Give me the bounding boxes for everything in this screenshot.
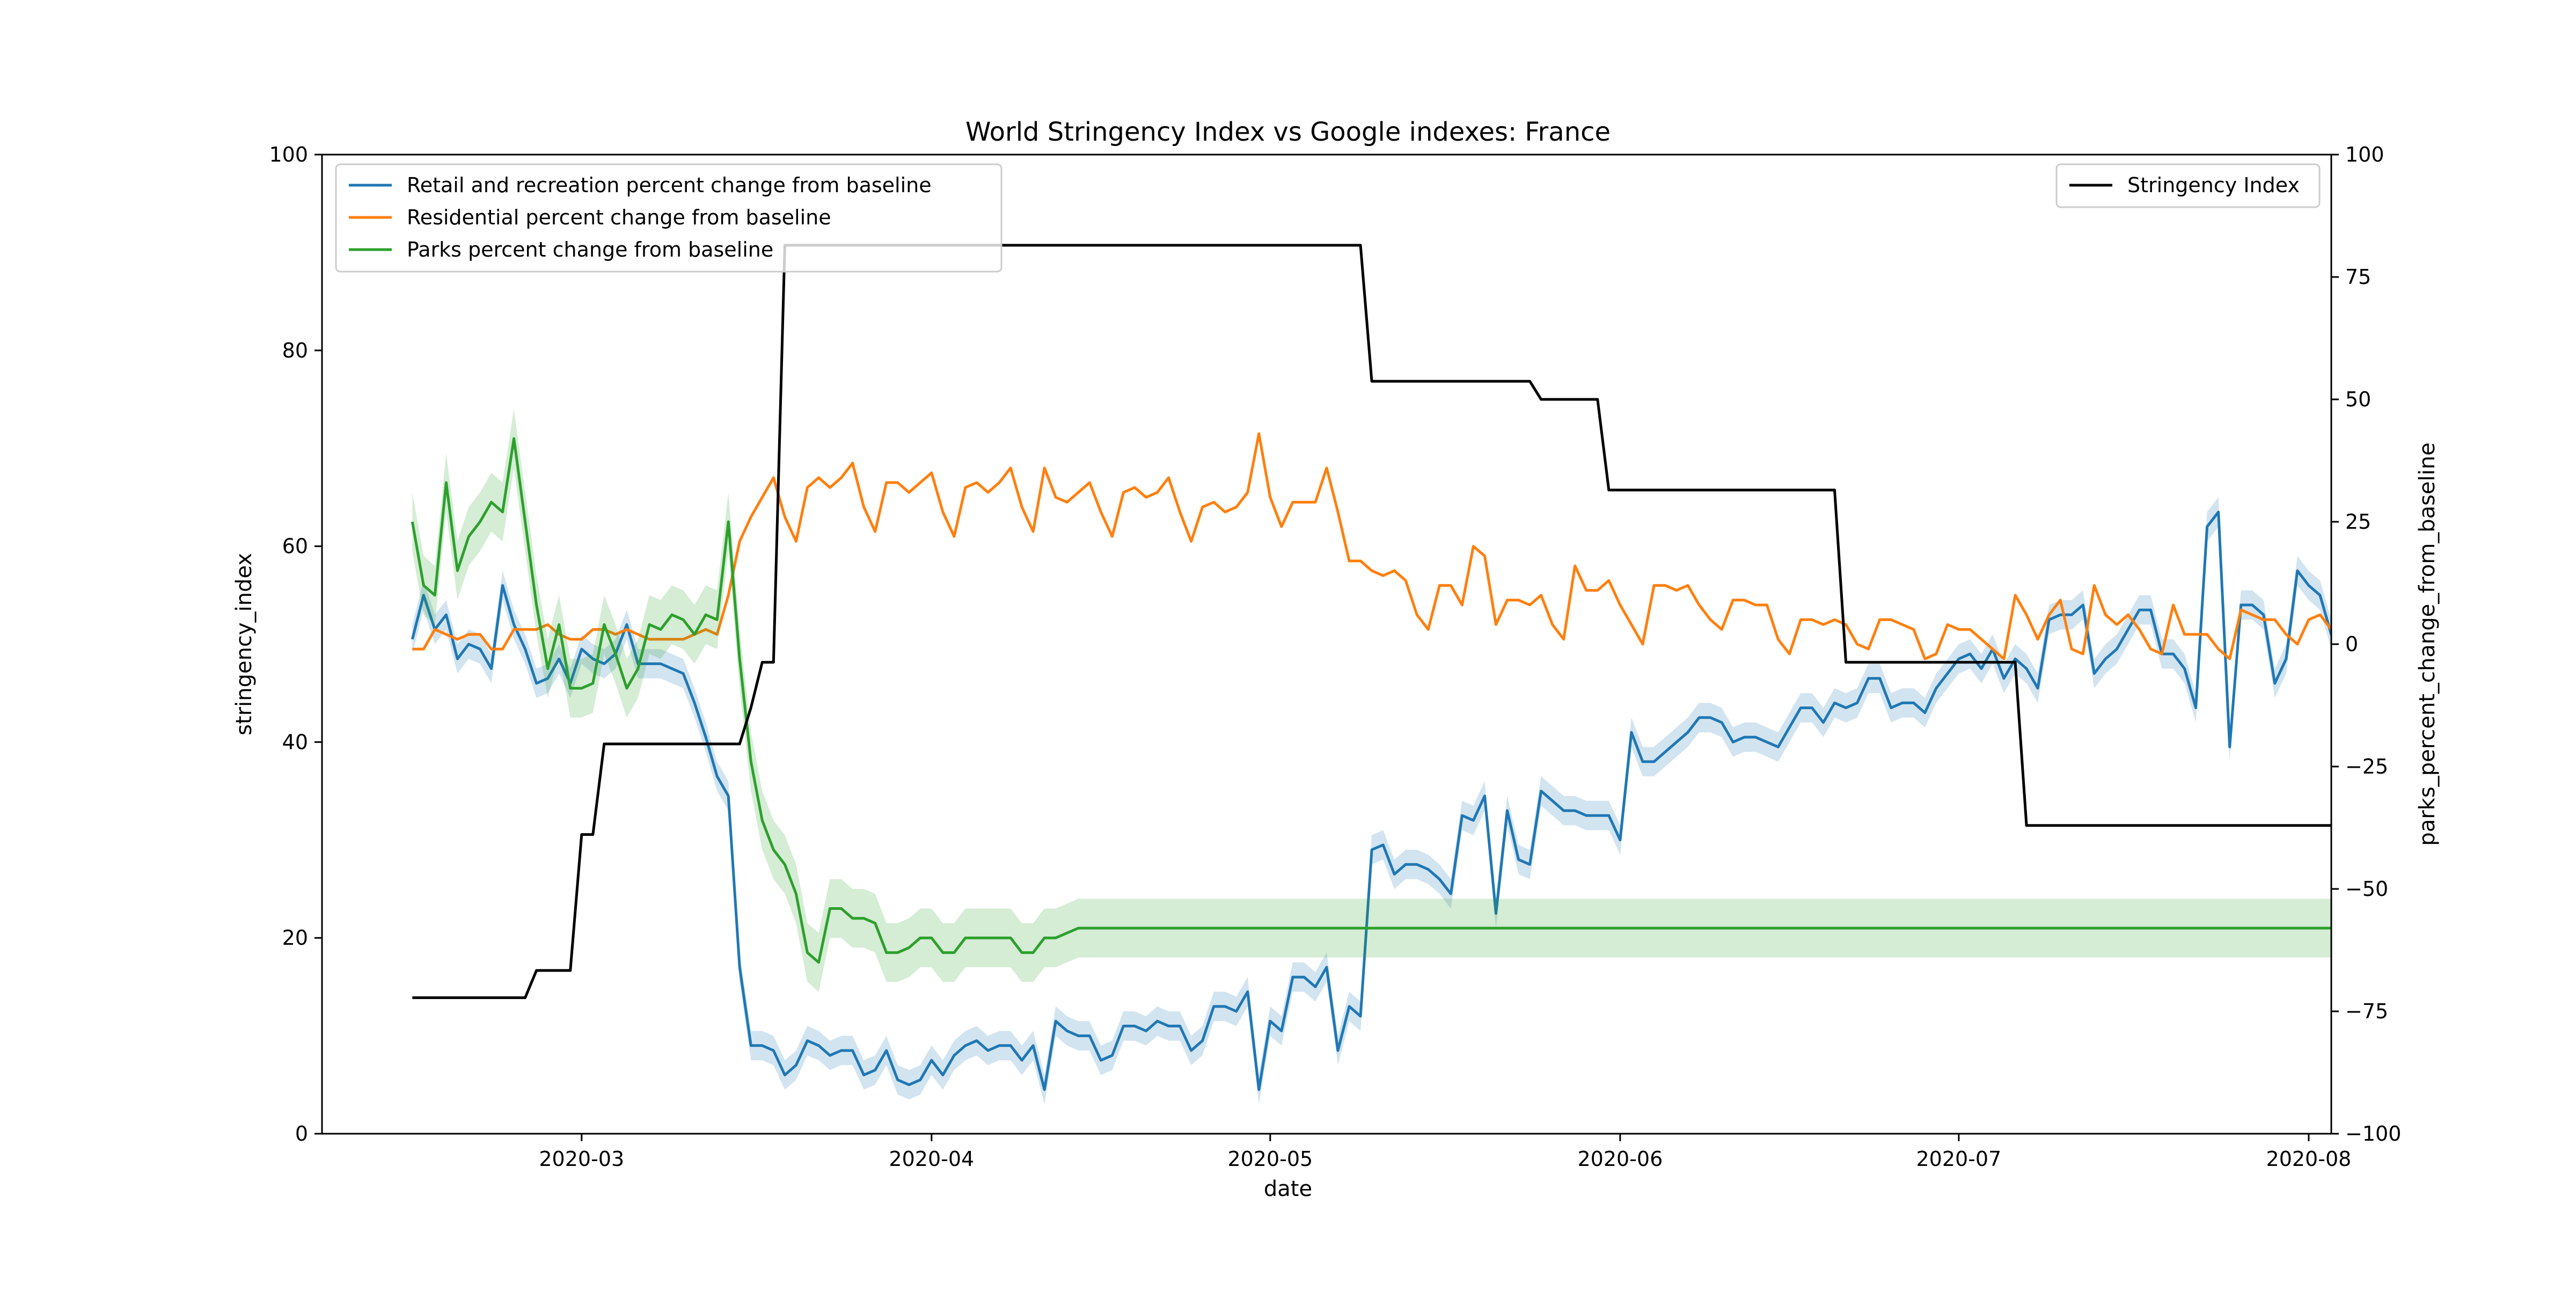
legend-right-box <box>2055 163 2321 208</box>
y-tick-label-right: 0 <box>2345 632 2358 656</box>
series-parks-percent-change-from-baseline <box>411 409 2331 992</box>
series-band-parks-percent-change-from-baseline <box>412 409 2331 992</box>
axes: 2020-03 2020-04 2020-05 2020-06 2020-07 2020-… <box>269 143 2401 1171</box>
x-tick-label: 2020-06 <box>1577 1147 1663 1171</box>
y-tick-label-right: 100 <box>2345 143 2384 166</box>
y-tick-label-right: −75 <box>2345 1000 2388 1023</box>
legends: Retail and recreation percent change fro… <box>335 163 2321 273</box>
series-residential-percent-change-from-baseline <box>412 432 2331 660</box>
legend-label: Residential percent change from baseline <box>407 206 831 229</box>
x-tick-label: 2020-08 <box>2266 1147 2352 1171</box>
x-tick-label: 2020-04 <box>889 1147 974 1171</box>
legend-right: Stringency Index <box>2055 163 2321 208</box>
y-tick-label-right: 50 <box>2345 388 2371 411</box>
y-tick-label-right: 25 <box>2345 510 2371 534</box>
y-tick-label-right: −25 <box>2345 755 2388 778</box>
legend-label: Retail and recreation percent change fro… <box>407 173 932 197</box>
y-axis-label-right: parks_percent_change_from_baseline <box>2415 442 2440 845</box>
y-tick-label-left: 20 <box>282 926 308 950</box>
series-stringency-index <box>412 244 2331 1000</box>
y-tick-label-right: −100 <box>2345 1122 2401 1146</box>
x-tick-label: 2020-03 <box>539 1147 624 1171</box>
series-line-stringency-index <box>412 244 2331 1000</box>
x-tick-label: 2020-05 <box>1227 1147 1313 1171</box>
legend-label: Stringency Index <box>2127 173 2300 197</box>
y-axis-label-left: stringency_index <box>232 553 257 735</box>
series-retail-and-recreation-percent-change-from-baseline <box>411 497 2331 1105</box>
legend-label: Parks percent change from baseline <box>407 238 773 261</box>
y-tick-label-left: 80 <box>282 339 308 362</box>
y-tick-label-left: 40 <box>282 730 308 754</box>
series-line-parks-percent-change-from-baseline <box>411 437 2331 964</box>
legend-left-box <box>335 163 1002 273</box>
y-tick-label-left: 60 <box>282 535 308 558</box>
plot-area <box>411 244 2331 1105</box>
chart-title: World Stringency Index vs Google indexes… <box>965 117 1611 147</box>
y-tick-label-left: 100 <box>269 143 308 166</box>
x-axis-label: date <box>1264 1177 1312 1201</box>
series-line-retail-and-recreation-percent-change-from-baseline <box>411 510 2331 1091</box>
x-tick-label: 2020-07 <box>1916 1147 2001 1171</box>
y-tick-label-right: 75 <box>2345 265 2371 289</box>
y-tick-label-left: 0 <box>295 1122 308 1146</box>
legend-left: Retail and recreation percent change fro… <box>335 163 1002 273</box>
y-tick-label-right: −50 <box>2345 877 2388 901</box>
series-line-residential-percent-change-from-baseline <box>412 432 2331 660</box>
